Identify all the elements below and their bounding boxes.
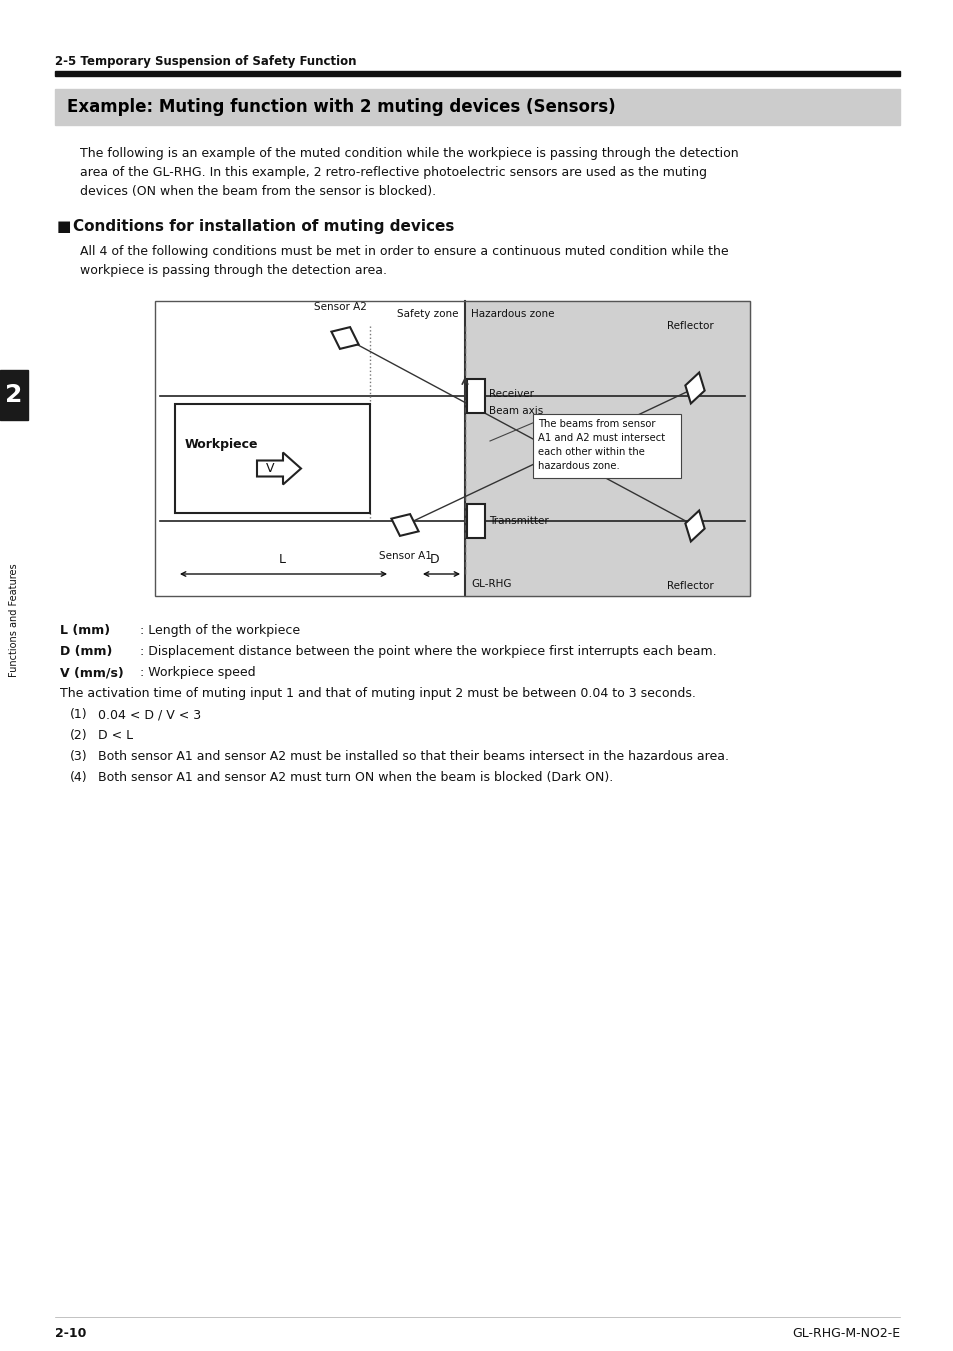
Text: Reflector: Reflector xyxy=(666,322,713,331)
Text: The following is an example of the muted condition while the workpiece is passin: The following is an example of the muted… xyxy=(80,147,738,159)
Text: GL-RHG-M-NO2-E: GL-RHG-M-NO2-E xyxy=(791,1327,899,1340)
Text: V: V xyxy=(266,462,274,476)
Bar xyxy=(0,370,28,420)
Text: (4): (4) xyxy=(70,771,88,784)
Text: Example: Muting function with 2 muting devices (Sensors): Example: Muting function with 2 muting d… xyxy=(67,99,615,116)
Polygon shape xyxy=(684,511,704,542)
Polygon shape xyxy=(684,373,704,404)
Bar xyxy=(464,301,749,596)
Text: area of the GL-RHG. In this example, 2 retro-reflective photoelectric sensors ar: area of the GL-RHG. In this example, 2 r… xyxy=(80,166,706,178)
Text: Functions and Features: Functions and Features xyxy=(9,563,19,677)
Polygon shape xyxy=(331,327,358,349)
Text: Conditions for installation of muting devices: Conditions for installation of muting de… xyxy=(73,219,454,234)
Text: D (mm): D (mm) xyxy=(60,644,112,658)
Text: 2-5 Temporary Suspension of Safety Function: 2-5 Temporary Suspension of Safety Funct… xyxy=(55,55,356,68)
Text: Receiver: Receiver xyxy=(489,389,534,399)
Text: (1): (1) xyxy=(70,708,88,721)
Text: 2: 2 xyxy=(6,382,23,407)
Bar xyxy=(55,89,899,126)
Text: workpiece is passing through the detection area.: workpiece is passing through the detecti… xyxy=(80,263,387,277)
Text: ■: ■ xyxy=(57,219,71,234)
Text: D: D xyxy=(430,553,439,566)
Text: : Displacement distance between the point where the workpiece first interrupts e: : Displacement distance between the poin… xyxy=(140,644,716,658)
Text: Sensor A2: Sensor A2 xyxy=(314,303,366,312)
Polygon shape xyxy=(256,453,301,485)
Text: GL-RHG: GL-RHG xyxy=(471,580,511,589)
Bar xyxy=(55,72,899,76)
Text: : Workpiece speed: : Workpiece speed xyxy=(140,666,255,680)
Text: (3): (3) xyxy=(70,750,88,763)
Bar xyxy=(467,380,484,413)
Text: 2-10: 2-10 xyxy=(55,1327,87,1340)
Text: Both sensor A1 and sensor A2 must turn ON when the beam is blocked (Dark ON).: Both sensor A1 and sensor A2 must turn O… xyxy=(98,771,613,784)
Text: (2): (2) xyxy=(70,730,88,742)
Text: Reflector: Reflector xyxy=(666,581,713,590)
Bar xyxy=(467,504,484,538)
Bar xyxy=(533,413,680,478)
Text: devices (ON when the beam from the sensor is blocked).: devices (ON when the beam from the senso… xyxy=(80,185,436,199)
Text: Beam axis: Beam axis xyxy=(489,407,542,416)
Text: : Length of the workpiece: : Length of the workpiece xyxy=(140,624,300,638)
Text: All 4 of the following conditions must be met in order to ensure a continuous mu: All 4 of the following conditions must b… xyxy=(80,245,728,258)
Text: V (mm/s): V (mm/s) xyxy=(60,666,124,680)
Text: L: L xyxy=(278,553,286,566)
Polygon shape xyxy=(391,515,418,536)
Text: D < L: D < L xyxy=(98,730,133,742)
Text: Hazardous zone: Hazardous zone xyxy=(471,309,554,319)
Text: Transmitter: Transmitter xyxy=(489,516,548,526)
Text: The beams from sensor
A1 and A2 must intersect
each other within the
hazardous z: The beams from sensor A1 and A2 must int… xyxy=(537,419,664,471)
Text: Sensor A1: Sensor A1 xyxy=(378,551,431,561)
Text: Both sensor A1 and sensor A2 must be installed so that their beams intersect in : Both sensor A1 and sensor A2 must be ins… xyxy=(98,750,728,763)
Text: The activation time of muting input 1 and that of muting input 2 must be between: The activation time of muting input 1 an… xyxy=(60,688,695,700)
Text: Safety zone: Safety zone xyxy=(397,309,458,319)
Text: L (mm): L (mm) xyxy=(60,624,110,638)
Bar xyxy=(154,301,749,596)
Text: Workpiece: Workpiece xyxy=(185,438,258,451)
Bar xyxy=(174,404,370,513)
Text: 0.04 < D / V < 3: 0.04 < D / V < 3 xyxy=(98,708,201,721)
